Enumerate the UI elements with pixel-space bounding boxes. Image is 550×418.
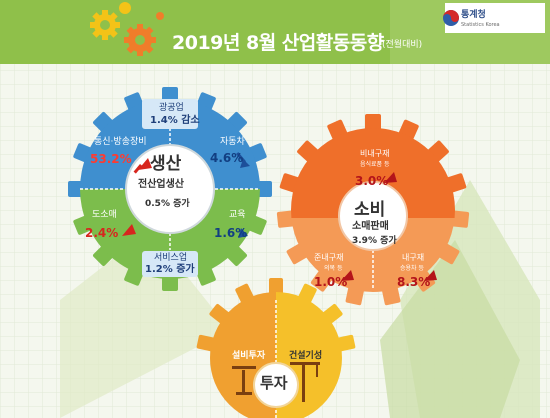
banner-gears-decoration — [90, 2, 164, 56]
pumpjack-icon — [232, 366, 256, 395]
semidurable-sub: 의복 등 — [324, 265, 343, 272]
down-arrow-automobile — [235, 152, 250, 168]
page-title: 2019년 8월 산업활동동향 — [172, 32, 384, 54]
mining-value: 1.4% 감소 — [150, 115, 200, 126]
consumption-subtitle: 소매판매 — [352, 221, 389, 232]
cosmetics-value: 2.4% — [85, 226, 119, 240]
taeguk-logo — [443, 10, 459, 26]
investment-title: 투자 — [260, 374, 288, 392]
logo-subtitle: Statistics Korea — [461, 22, 500, 28]
facility-label: 설비투자 — [232, 351, 266, 361]
logo-name: 통계청 — [461, 10, 486, 20]
nondurable-sub: 음식료품 등 — [360, 161, 390, 168]
page-subtitle: (전월대비) — [382, 40, 423, 50]
up-arrow-cosmetics — [122, 224, 136, 236]
up-arrow-semidurable — [341, 270, 354, 281]
automobile-value: 4.6% — [210, 151, 244, 165]
up-arrow-telecom — [133, 158, 152, 174]
consumption-value: 3.9% 증가 — [352, 236, 397, 246]
semidurable-label: 준내구재 — [314, 253, 344, 262]
construction-label: 건설기성 — [289, 351, 323, 361]
nondurable-value: 3.0% — [355, 174, 389, 188]
consumption-title: 소비 — [354, 200, 386, 220]
production-subtitle: 전산업생산 — [138, 179, 184, 190]
education-label: 교육 — [229, 210, 246, 220]
production-title: 생산 — [150, 154, 182, 174]
down-arrow-education — [238, 228, 248, 238]
cosmetics-label: 도소매 — [92, 210, 117, 220]
services-label: 서비스업 — [154, 253, 188, 263]
up-arrow-durable — [424, 270, 437, 281]
crane-icon — [290, 362, 320, 402]
durable-value: 8.3% — [397, 275, 431, 289]
durable-sub: 승용차 등 — [400, 265, 424, 272]
up-arrow-nondurable — [384, 172, 397, 183]
telecom-label: 통신·방송장비 — [94, 137, 147, 147]
mining-label: 광공업 — [159, 103, 184, 113]
education-value: 1.6% — [214, 226, 248, 240]
services-value: 1.2% 증가 — [145, 264, 195, 275]
nondurable-label: 비내구재 — [360, 149, 390, 158]
durable-label: 내구재 — [402, 253, 425, 262]
automobile-label: 자동차 — [220, 137, 245, 147]
semidurable-value: 1.0% — [314, 275, 348, 289]
telecom-value: 53.2% — [90, 152, 132, 166]
production-value: 0.5% 증가 — [145, 199, 190, 209]
